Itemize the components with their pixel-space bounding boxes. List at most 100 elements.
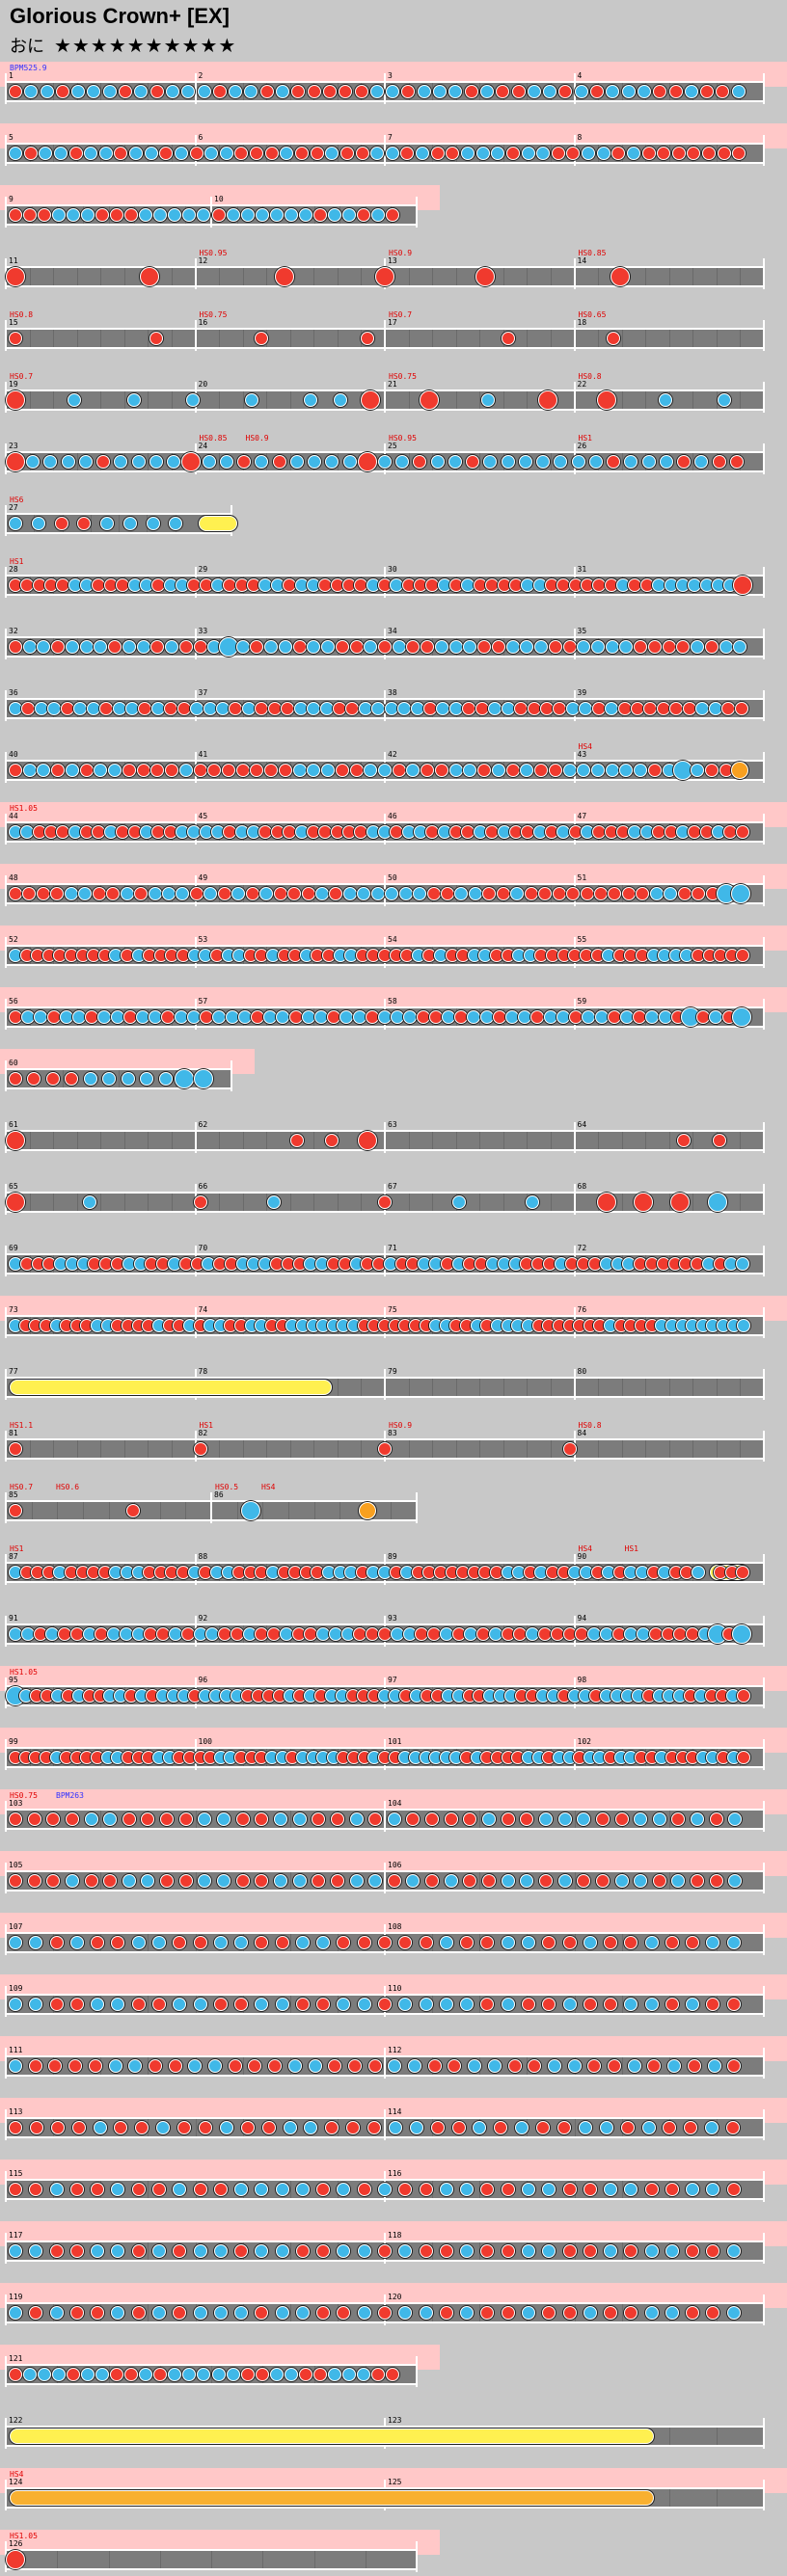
scroll-command: HS0.9 (245, 434, 269, 443)
ka-note (255, 455, 269, 469)
ka-note (193, 2244, 207, 2258)
don-note (301, 887, 315, 900)
measure-number: 110 (388, 1984, 402, 1993)
beat-gridline (716, 1440, 718, 1458)
ka-note (292, 764, 307, 777)
don-note (9, 887, 22, 900)
beat-gridline (289, 1872, 291, 1890)
ka-note (649, 887, 664, 900)
don-note (378, 1442, 392, 1456)
don-note (58, 1627, 72, 1641)
ka-note (665, 2244, 679, 2258)
ka-note (9, 702, 22, 715)
ka-note (419, 2306, 433, 2320)
measure-number: 117 (9, 2231, 23, 2240)
don-note (413, 455, 427, 469)
beat-gridline (76, 453, 78, 470)
balloon-note (359, 1502, 377, 1519)
ka-note (664, 887, 678, 900)
ka-note (583, 2306, 597, 2320)
measure-number: 12 (198, 256, 208, 265)
don-note (68, 2059, 83, 2073)
don-note (347, 2059, 362, 2073)
beat-gridline (289, 2181, 291, 2198)
measure-barline (194, 320, 197, 351)
don-note (482, 887, 497, 900)
measure-barline (5, 2233, 7, 2264)
ka-note (483, 455, 498, 469)
measure-number: 20 (198, 380, 208, 389)
beat-gridline (432, 83, 434, 100)
measure-number: 63 (388, 1120, 397, 1129)
measure-number: 42 (388, 750, 397, 759)
don-note (360, 332, 374, 345)
don-note (200, 1010, 214, 1024)
beat-gridline (621, 1996, 623, 2013)
measure-number: 103 (9, 1799, 23, 1808)
beat-gridline (692, 1194, 694, 1211)
beat-gridline (219, 1440, 221, 1458)
ka-note (165, 640, 179, 654)
measure-number: 10 (214, 195, 224, 203)
don-note (165, 764, 179, 777)
ka-note (619, 764, 634, 777)
ka-note (562, 1998, 577, 2011)
measure-barline (573, 73, 576, 104)
don-note (378, 1627, 392, 1641)
don-note (557, 2121, 572, 2134)
ka-note (325, 455, 339, 469)
don-note (641, 147, 656, 160)
measure-number: 59 (577, 997, 587, 1006)
don-note (77, 517, 92, 530)
don-note (46, 1010, 61, 1024)
measure-number: 121 (9, 2354, 23, 2363)
ka-note (543, 1010, 557, 1024)
big-don-note (6, 390, 25, 410)
don-note (737, 1689, 751, 1703)
measure-number: 37 (198, 688, 208, 697)
don-note (119, 85, 133, 98)
beat-gridline (692, 1440, 694, 1458)
ka-note (501, 702, 515, 715)
don-note (27, 1874, 41, 1888)
beat-gridline (57, 2551, 59, 2568)
ka-note (439, 2183, 453, 2196)
don-note (562, 2244, 577, 2258)
ka-note (114, 455, 128, 469)
beat-gridline (455, 330, 457, 347)
ka-note (448, 455, 462, 469)
don-note (569, 1010, 583, 1024)
measure-barline (194, 258, 197, 289)
ka-note (168, 1627, 182, 1641)
ka-note (139, 208, 153, 222)
ka-note (240, 208, 255, 222)
measure-number: 100 (198, 1737, 212, 1746)
don-note (356, 208, 370, 222)
don-note (330, 1812, 344, 1826)
beat-gridline (621, 1934, 623, 1951)
measure-number: 55 (577, 935, 587, 944)
ka-note (9, 2244, 22, 2258)
don-note (131, 2306, 146, 2320)
scroll-command: HS0.9 (389, 249, 413, 257)
ka-note (536, 455, 551, 469)
don-note (496, 887, 510, 900)
beat-gridline (502, 391, 504, 409)
measure-barline (5, 135, 7, 166)
measure-number: 93 (388, 1614, 397, 1623)
don-note (702, 147, 717, 160)
ka-note (165, 85, 179, 98)
don-note (687, 2059, 701, 2073)
ka-note (349, 1812, 364, 1826)
ka-note (413, 887, 427, 900)
don-note (250, 640, 264, 654)
ka-note (487, 2059, 502, 2073)
ka-note (87, 85, 101, 98)
ka-note (91, 2244, 105, 2258)
don-note (287, 887, 302, 900)
don-note (400, 147, 415, 160)
beat-gridline (668, 268, 670, 285)
don-note (385, 208, 399, 222)
ka-note (364, 764, 378, 777)
measure-number: 76 (577, 1305, 587, 1314)
